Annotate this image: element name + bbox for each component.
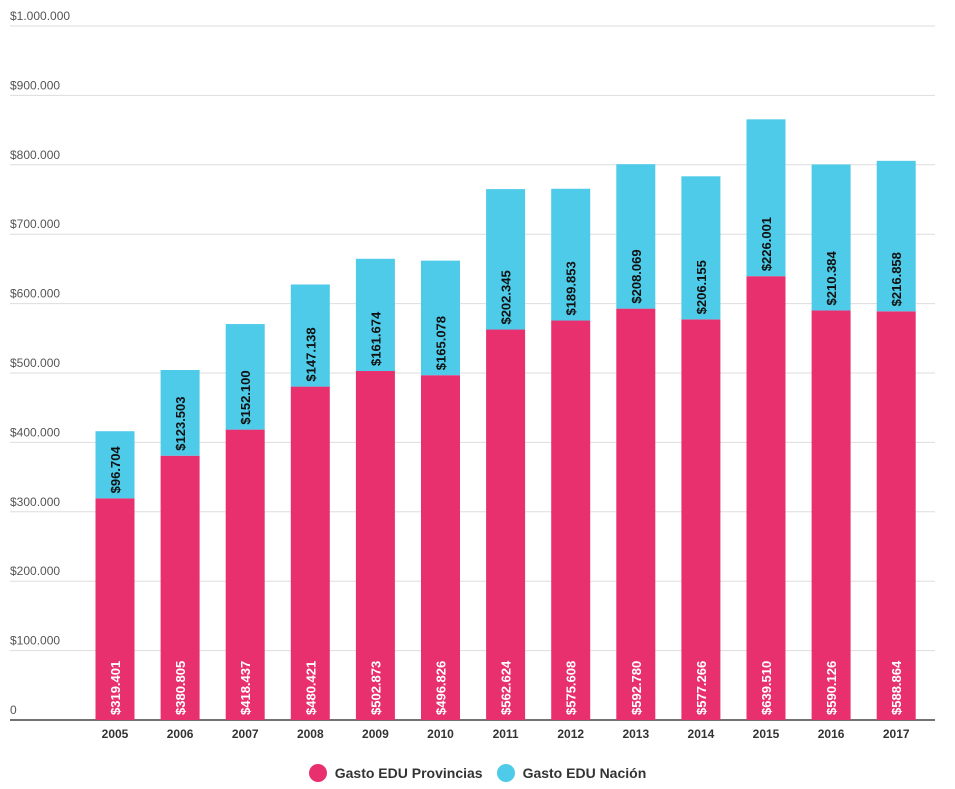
data-label-provincias: $380.805 [173, 661, 188, 715]
data-label-nacion: $165.078 [434, 316, 449, 370]
y-tick-label: $500.000 [10, 356, 60, 370]
x-tick-label: 2013 [622, 727, 649, 741]
data-label-provincias: $575.608 [564, 661, 579, 715]
bar-provincias [551, 320, 591, 720]
bar-nacion [681, 176, 721, 320]
legend-item-nacion[interactable]: Gasto EDU Nación [496, 764, 647, 782]
bar-nacion [551, 188, 591, 321]
bar-provincias [876, 311, 916, 720]
bar-nacion [746, 119, 786, 277]
data-label-nacion: $189.853 [564, 261, 579, 315]
y-tick-label: $700.000 [10, 217, 60, 231]
data-label-nacion: $123.503 [173, 396, 188, 450]
gridlines [10, 25, 935, 721]
y-tick-label: $200.000 [10, 564, 60, 578]
x-tick-label: 2017 [883, 727, 910, 741]
bar-nacion [486, 189, 526, 330]
data-label-nacion: $152.100 [238, 370, 253, 424]
x-tick-label: 2011 [493, 727, 519, 741]
x-tick-label: 2008 [297, 727, 324, 741]
bar-nacion [421, 260, 460, 376]
data-label-provincias: $588.864 [889, 660, 904, 715]
bar-nacion [811, 164, 851, 311]
data-label-provincias: $496.826 [434, 661, 449, 715]
x-tick-label: 2007 [232, 727, 259, 741]
bar-nacion [160, 370, 200, 456]
y-tick-label: $800.000 [10, 148, 60, 162]
bar-provincias [421, 375, 460, 720]
data-label-provincias: $639.510 [759, 661, 774, 715]
bar-provincias [95, 498, 135, 720]
bar-provincias [160, 455, 200, 720]
legend-swatch-provincias [308, 764, 327, 782]
bar-nacion [876, 160, 916, 312]
data-label-provincias: $319.401 [108, 661, 123, 715]
bar-provincias [811, 310, 851, 720]
data-label-provincias: $592.780 [629, 661, 644, 715]
bar-provincias [355, 371, 395, 720]
bar-provincias [746, 276, 786, 720]
data-label-nacion: $96.704 [108, 446, 123, 494]
y-tick-label: $400.000 [10, 425, 60, 439]
x-tick-label: 2006 [167, 727, 194, 741]
data-label-provincias: $480.421 [303, 661, 318, 715]
x-tick-label: 2005 [102, 727, 129, 741]
bar-provincias [486, 329, 526, 720]
y-tick-label: $300.000 [10, 495, 60, 509]
x-tick-label: 2010 [427, 727, 454, 741]
data-label-provincias: $562.624 [499, 660, 514, 715]
y-tick-label: 0 [10, 703, 17, 717]
data-label-nacion: $216.858 [889, 252, 904, 306]
data-label-nacion: $202.345 [499, 270, 514, 324]
bar-provincias [225, 429, 265, 720]
x-tick-label: 2015 [753, 727, 780, 741]
bar-provincias [616, 308, 656, 720]
bar-nacion [95, 431, 135, 499]
bar-nacion [616, 164, 656, 309]
data-label-provincias: $502.873 [368, 661, 383, 715]
legend-item-provincias[interactable]: Gasto EDU Provincias [308, 764, 483, 782]
legend: Gasto EDU Provincias Gasto EDU Nación [0, 764, 955, 782]
x-tick-label: 2014 [688, 727, 715, 741]
legend-swatch-nacion [496, 764, 515, 782]
legend-label-provincias: Gasto EDU Provincias [334, 765, 483, 781]
data-label-provincias: $577.266 [694, 661, 709, 715]
bar-nacion [355, 258, 395, 372]
data-label-nacion: $206.155 [694, 260, 709, 314]
x-axis-ticks: 2005 2006 2007 2008 2009 2010 2011 2012 2013 2014… [102, 727, 910, 741]
data-label-provincias: $418.437 [238, 661, 253, 715]
data-label-provincias: $590.126 [824, 661, 839, 715]
y-tick-label: $600.000 [10, 287, 60, 301]
data-label-nacion: $210.384 [824, 250, 839, 305]
data-label-nacion: $161.674 [368, 311, 383, 366]
data-label-nacion: $226.001 [759, 217, 774, 271]
legend-label-nacion: Gasto EDU Nación [522, 765, 647, 781]
y-axis-ticks: 0 $100.000 $200.000 $300.000 $400.000 $500.00… [10, 9, 70, 717]
data-label-nacion: $147.138 [303, 327, 318, 381]
data-label-nacion: $208.069 [629, 249, 644, 303]
y-tick-label: $900.000 [10, 78, 60, 92]
y-tick-label: $1.000.000 [10, 9, 70, 23]
x-tick-label: 2016 [818, 727, 845, 741]
x-tick-label: 2012 [557, 727, 584, 741]
y-tick-label: $100.000 [10, 634, 60, 648]
bar-nacion [290, 284, 330, 387]
bar-provincias [290, 386, 330, 720]
bars: $96.704 $319.401 $123.503 $380.805 $152.100 $… [95, 119, 916, 720]
bar-nacion [225, 324, 265, 430]
x-tick-label: 2009 [362, 727, 389, 741]
bar-provincias [681, 319, 721, 720]
